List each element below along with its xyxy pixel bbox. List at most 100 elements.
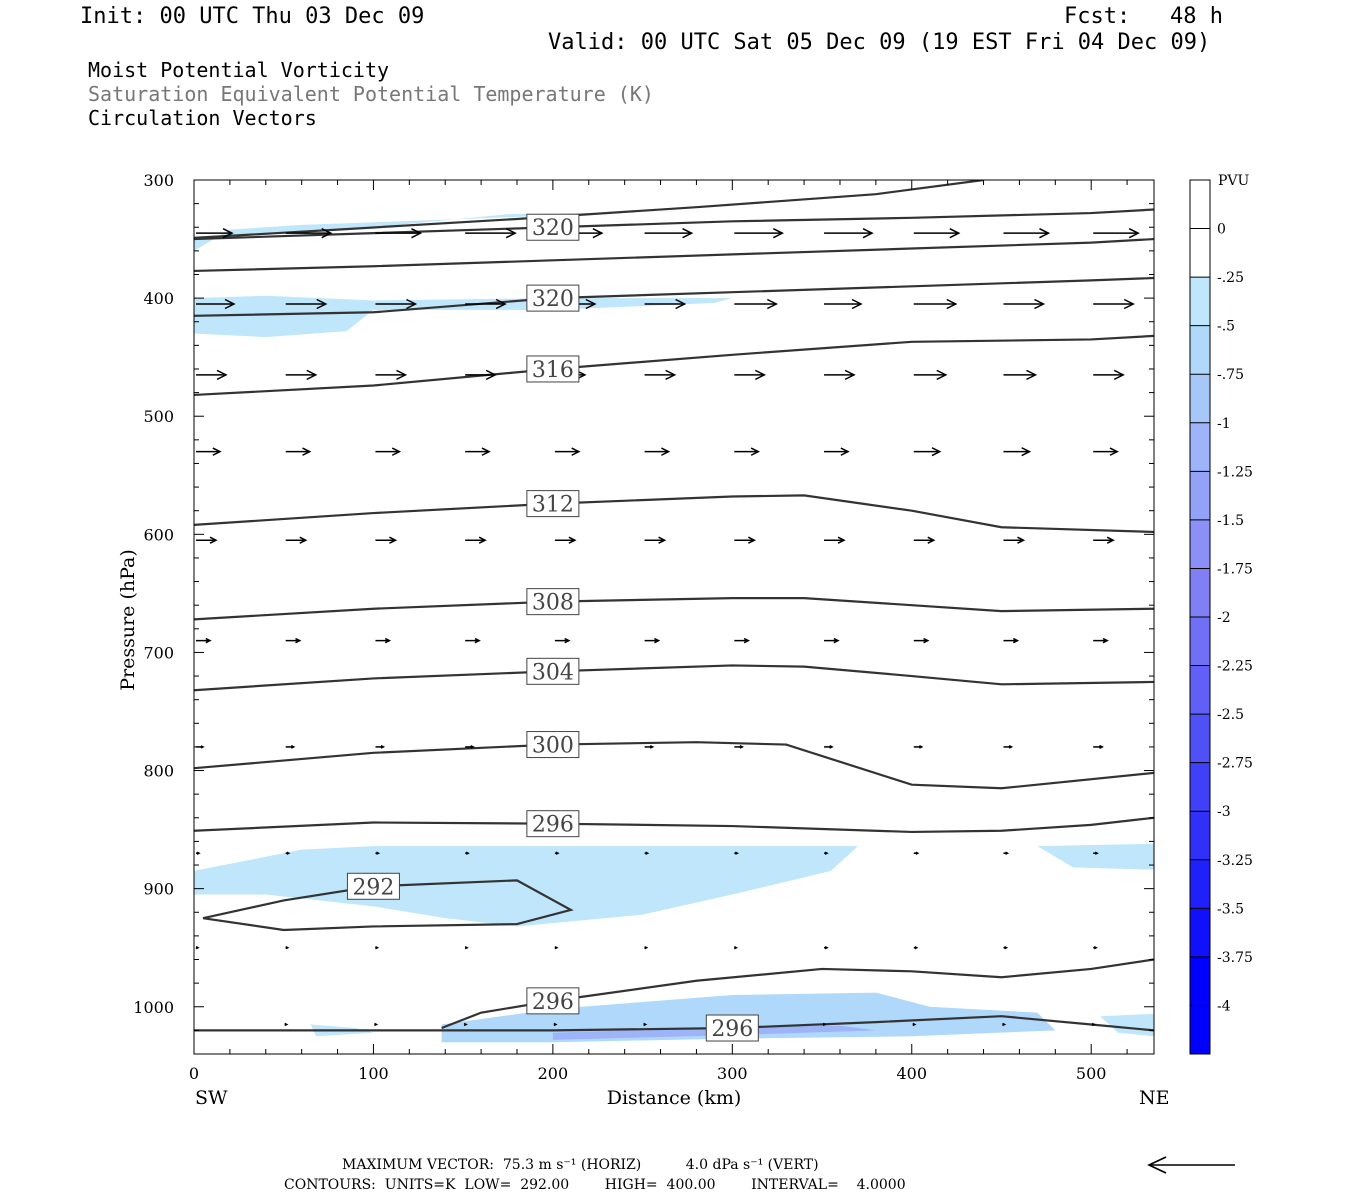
vector-arrow — [375, 298, 418, 310]
colorbar-label: -3.5 — [1217, 901, 1244, 917]
contour-label-308: 308 — [526, 588, 580, 616]
svg-text:320: 320 — [532, 216, 574, 241]
vector-arrow — [285, 851, 291, 855]
plot-frame — [193, 179, 1155, 1055]
vector-arrow — [196, 227, 234, 239]
vector-arrow — [285, 298, 328, 310]
vector-arrow — [1002, 1022, 1007, 1027]
y-tick-label: 900 — [143, 880, 174, 899]
vector-arrow — [554, 851, 560, 855]
colorbar-label: -1.5 — [1217, 513, 1244, 529]
vector-arrow — [1093, 536, 1115, 544]
vector-arrow — [375, 851, 381, 855]
contour-label-296: 296 — [526, 987, 580, 1015]
vector-arrow — [734, 447, 760, 456]
y-tick-label: 700 — [143, 643, 174, 662]
colorbar-label: -2.5 — [1217, 707, 1244, 723]
vector-arrow — [644, 447, 671, 456]
vector-arrow — [913, 745, 924, 749]
vector-arrow — [644, 298, 687, 310]
vector-arrow — [643, 1022, 648, 1027]
y-tick-label: 800 — [143, 762, 174, 781]
vector-arrow — [1003, 851, 1010, 855]
vector-arrow — [465, 536, 487, 544]
max-vector-note: MAXIMUM VECTOR: 75.3 m s⁻¹ (HORIZ) 4.0 d… — [342, 1157, 819, 1173]
colorbar-swatch — [1190, 665, 1210, 715]
contour-line-304 — [194, 664, 1154, 692]
vector-arrow — [464, 946, 469, 950]
y-tick-label: 1000 — [133, 998, 174, 1017]
vector-arrow — [1003, 298, 1046, 310]
svg-text:300: 300 — [532, 734, 574, 759]
vector-arrow — [285, 946, 290, 950]
contour-label-296: 296 — [526, 810, 580, 838]
vector-arrow — [644, 536, 667, 544]
vector-arrow — [824, 946, 829, 950]
svg-text:320: 320 — [532, 287, 574, 312]
svg-text:312: 312 — [532, 493, 574, 518]
vector-arrow — [822, 1022, 827, 1027]
colorbar-label: -2.25 — [1217, 659, 1253, 675]
vector-arrow — [375, 946, 380, 950]
vector-arrow — [465, 745, 475, 749]
vector-arrow — [824, 745, 834, 749]
vector-arrow — [465, 447, 491, 456]
vector-arrow — [465, 227, 517, 239]
contour-line-296 — [194, 816, 1154, 834]
colorbar-label: -.75 — [1217, 367, 1244, 383]
colorbar-label: -1.75 — [1217, 561, 1253, 577]
colorbar-swatch — [1190, 714, 1210, 764]
vector-arrow — [824, 227, 874, 239]
vector-arrow — [1093, 298, 1135, 310]
colorbar-label: -.5 — [1217, 319, 1235, 335]
contour-label-292: 292 — [346, 872, 400, 900]
colorbar-label: -.25 — [1217, 270, 1244, 286]
vector-arrow — [284, 1022, 289, 1027]
init-time: Init: 00 UTC Thu 03 Dec 09 — [80, 4, 425, 29]
vector-arrow — [195, 946, 200, 950]
contour-line-300 — [194, 741, 1154, 790]
vector-arrow — [196, 637, 212, 644]
axes: 300 400 500 600 700 800 900 1000 0 100 200 300 400 50… — [133, 171, 1154, 1083]
vector-arrow — [1003, 447, 1032, 457]
vector-arrow — [375, 637, 392, 644]
vector-arrow — [1003, 637, 1020, 644]
colorbar-swatch — [1190, 617, 1210, 667]
vector-arrow — [734, 369, 766, 381]
contour-line-316 — [194, 334, 1154, 397]
reference-vector — [1147, 1156, 1235, 1174]
colorbar-swatch — [1190, 1005, 1210, 1055]
vector-arrow — [375, 447, 402, 456]
vector-arrow — [285, 227, 333, 239]
svg-text:292: 292 — [352, 875, 394, 900]
colorbar-swatch — [1190, 471, 1210, 521]
y-tick-label: 600 — [143, 525, 174, 544]
vector-arrow — [913, 637, 930, 644]
svg-text:296: 296 — [532, 990, 574, 1015]
vector-arrow — [196, 536, 218, 544]
colorbar-swatch — [1190, 277, 1210, 327]
contour-line-296 — [194, 1015, 1154, 1032]
colorbar-label: -2 — [1217, 610, 1231, 626]
vector-arrow — [465, 851, 470, 855]
colorbar-swatch — [1190, 180, 1210, 230]
svg-text:304: 304 — [532, 660, 574, 685]
vector-arrow — [196, 447, 222, 456]
vector-arrow — [1093, 744, 1104, 749]
vector-arrow — [913, 369, 948, 381]
svg-text:296: 296 — [711, 1017, 753, 1042]
colorbar-swatch — [1190, 374, 1210, 424]
x-tick-label: 100 — [358, 1064, 389, 1083]
vector-arrow — [196, 369, 228, 381]
vector-arrow — [912, 1022, 917, 1027]
vector-arrow — [553, 1022, 558, 1027]
colorbar-label: -2.75 — [1217, 756, 1253, 772]
vector-arrow — [913, 536, 936, 544]
vector-arrow — [465, 637, 481, 644]
x-tick-label: 400 — [896, 1064, 927, 1083]
colorbar-swatch — [1190, 422, 1210, 472]
contour-label-312: 312 — [526, 490, 580, 518]
valid-time: Valid: 00 UTC Sat 05 Dec 09 (19 EST Fri … — [548, 30, 1211, 55]
vector-arrow — [734, 745, 744, 749]
vector-arrow — [1093, 369, 1125, 381]
